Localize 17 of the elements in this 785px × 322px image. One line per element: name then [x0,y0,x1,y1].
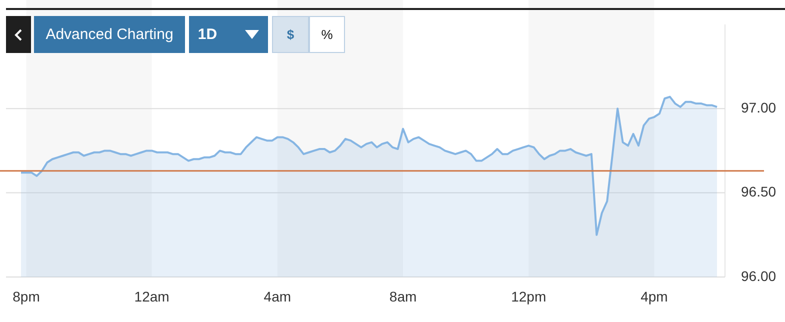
annotation: % [321,27,333,42]
toolbar-button: $ [272,16,309,53]
annotation: 1D [198,26,218,43]
x-tick-label: 8am [389,288,417,304]
x-tick-label: 4am [264,288,292,304]
y-tick-label: 97.00 [741,99,776,116]
toolbar-button: Advanced Charting [34,16,185,53]
x-tick-label: 4pm [640,288,668,304]
toolbar-button: % [309,16,345,53]
x-tick-label: 12am [134,288,170,304]
annotation: $ [286,27,294,42]
x-tick-label: 8pm [12,288,40,304]
dropdown-button: 1D [189,16,268,53]
x-tick-label: 12pm [511,288,546,304]
annotation: Advanced Charting [46,26,174,43]
y-tick-label: 96.50 [741,184,776,200]
y-tick-label: 96.00 [741,268,776,284]
